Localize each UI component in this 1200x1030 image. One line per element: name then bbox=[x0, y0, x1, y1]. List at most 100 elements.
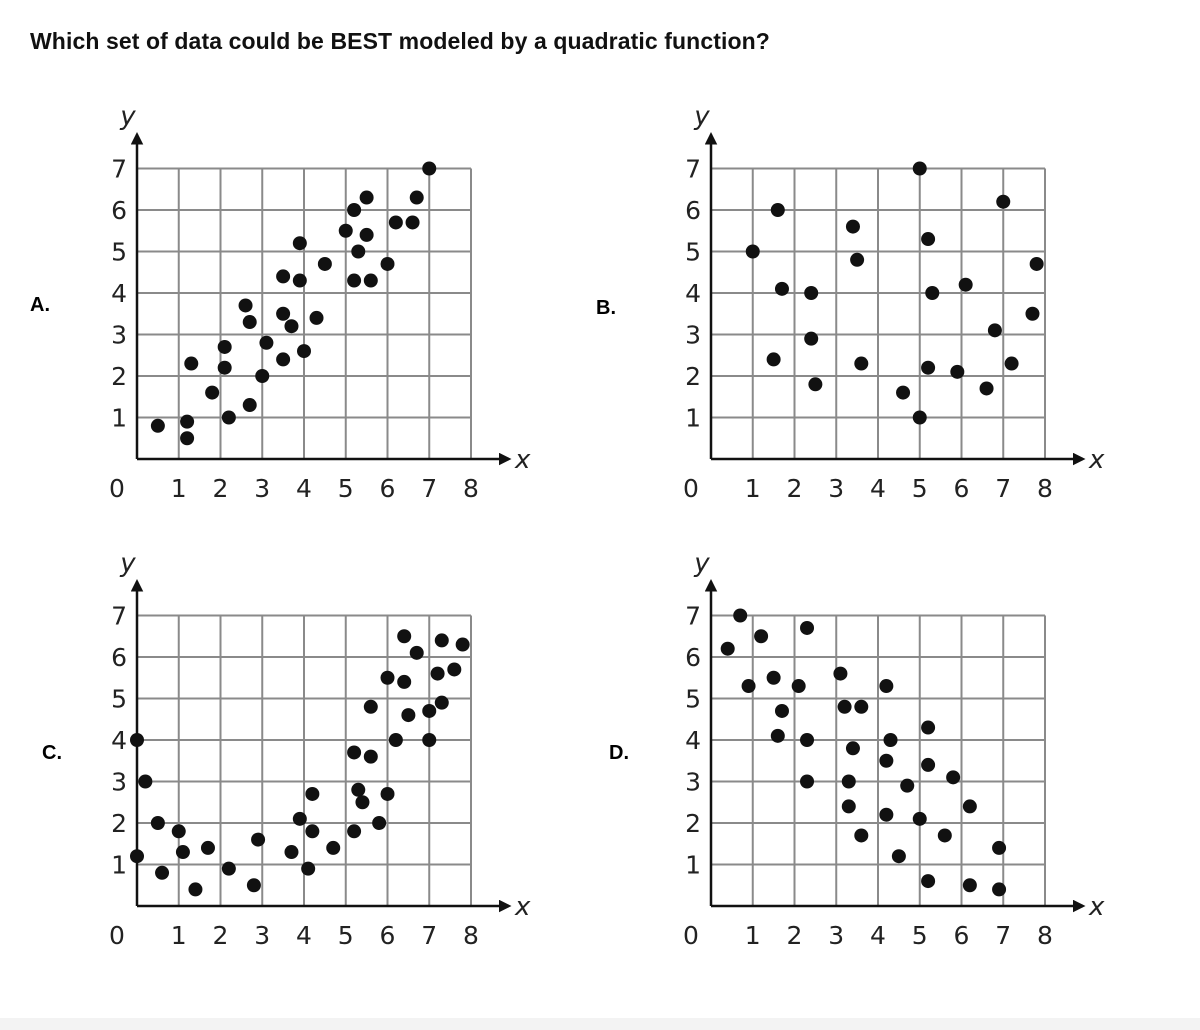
data-point bbox=[434, 633, 449, 648]
data-point bbox=[992, 840, 1007, 855]
x-tick-label: 7 bbox=[421, 921, 437, 950]
data-point bbox=[754, 629, 769, 644]
data-point bbox=[879, 679, 894, 694]
y-axis-label: y bbox=[693, 102, 710, 132]
data-point bbox=[996, 194, 1011, 209]
data-point bbox=[434, 695, 449, 710]
x-tick-label: 6 bbox=[954, 921, 970, 950]
x-tick-label: 6 bbox=[380, 921, 396, 950]
data-point bbox=[351, 782, 366, 797]
x-tick-label: 8 bbox=[463, 474, 479, 503]
y-tick-label: 4 bbox=[111, 726, 127, 755]
data-point bbox=[246, 878, 261, 893]
data-point bbox=[921, 360, 936, 375]
x-tick-label: 8 bbox=[1037, 921, 1053, 950]
question-text: Which set of data could be BEST modeled … bbox=[30, 28, 770, 54]
y-axis-label: y bbox=[119, 549, 136, 579]
data-point bbox=[837, 699, 852, 714]
data-point bbox=[774, 281, 789, 296]
data-point bbox=[309, 310, 324, 325]
x-tick-label: 1 bbox=[171, 474, 187, 503]
x-tick-label: 5 bbox=[338, 474, 354, 503]
data-point bbox=[891, 849, 906, 864]
data-point bbox=[284, 319, 299, 334]
x-tick-label: 3 bbox=[828, 474, 844, 503]
data-point bbox=[255, 369, 270, 383]
data-point bbox=[150, 418, 165, 433]
data-point bbox=[180, 414, 195, 429]
data-point bbox=[1029, 256, 1044, 271]
data-point bbox=[770, 728, 785, 743]
data-point bbox=[221, 861, 236, 876]
data-point bbox=[338, 223, 353, 238]
x-tick-label: 8 bbox=[1037, 474, 1053, 503]
data-point bbox=[447, 662, 462, 677]
y-tick-label: 3 bbox=[111, 768, 127, 797]
x-tick-label: 7 bbox=[995, 474, 1011, 503]
data-point bbox=[804, 331, 819, 346]
x-tick-label: 1 bbox=[745, 921, 761, 950]
y-tick-label: 7 bbox=[111, 155, 127, 184]
data-point bbox=[958, 277, 973, 292]
bottom-strip bbox=[0, 1018, 1200, 1030]
data-point bbox=[301, 861, 316, 876]
y-tick-label: 6 bbox=[111, 643, 127, 672]
data-point bbox=[422, 733, 437, 747]
data-point bbox=[397, 629, 412, 644]
x-axis-label: x bbox=[514, 892, 531, 922]
data-point bbox=[259, 335, 274, 350]
y-tick-label: 1 bbox=[685, 404, 701, 433]
x-tick-label: 1 bbox=[171, 921, 187, 950]
data-point bbox=[347, 745, 362, 760]
data-point bbox=[175, 845, 190, 860]
data-point bbox=[380, 256, 395, 271]
data-point bbox=[879, 753, 894, 768]
data-point bbox=[879, 807, 894, 822]
data-point bbox=[741, 679, 756, 694]
x-axis-label: x bbox=[1088, 892, 1105, 922]
data-point bbox=[347, 203, 362, 217]
y-tick-label: 5 bbox=[111, 238, 127, 267]
data-point bbox=[937, 828, 952, 843]
data-point bbox=[921, 874, 936, 889]
y-tick-label: 7 bbox=[111, 602, 127, 631]
y-tick-label: 3 bbox=[111, 321, 127, 350]
y-tick-label: 3 bbox=[685, 321, 701, 350]
y-tick-label: 4 bbox=[685, 726, 701, 755]
data-point bbox=[363, 749, 378, 764]
data-point bbox=[242, 315, 257, 330]
x-tick-label: 5 bbox=[912, 474, 928, 503]
data-point bbox=[733, 608, 748, 623]
data-point bbox=[359, 190, 374, 205]
data-point bbox=[297, 344, 311, 359]
x-tick-label: 2 bbox=[787, 921, 803, 950]
x-tick-label: 2 bbox=[213, 474, 229, 503]
data-point bbox=[1025, 306, 1040, 321]
data-point bbox=[347, 273, 362, 288]
data-point bbox=[138, 774, 153, 789]
data-point bbox=[217, 360, 232, 375]
data-point bbox=[276, 269, 291, 284]
y-tick-label: 6 bbox=[685, 643, 701, 672]
y-tick-label: 5 bbox=[685, 685, 701, 714]
data-point bbox=[720, 641, 735, 656]
data-point bbox=[347, 824, 362, 839]
x-tick-label: 3 bbox=[828, 921, 844, 950]
data-point bbox=[921, 232, 936, 247]
data-point bbox=[845, 219, 860, 234]
data-point bbox=[409, 645, 424, 660]
data-point bbox=[992, 882, 1007, 897]
y-tick-label: 2 bbox=[111, 362, 127, 391]
data-point bbox=[284, 845, 299, 860]
data-point bbox=[305, 824, 320, 839]
y-tick-label: 7 bbox=[685, 155, 701, 184]
x-axis-label: x bbox=[514, 445, 531, 475]
x-tick-label: 4 bbox=[296, 921, 312, 950]
x-tick-label: 8 bbox=[463, 921, 479, 950]
data-point bbox=[355, 795, 370, 810]
data-point bbox=[317, 256, 332, 271]
